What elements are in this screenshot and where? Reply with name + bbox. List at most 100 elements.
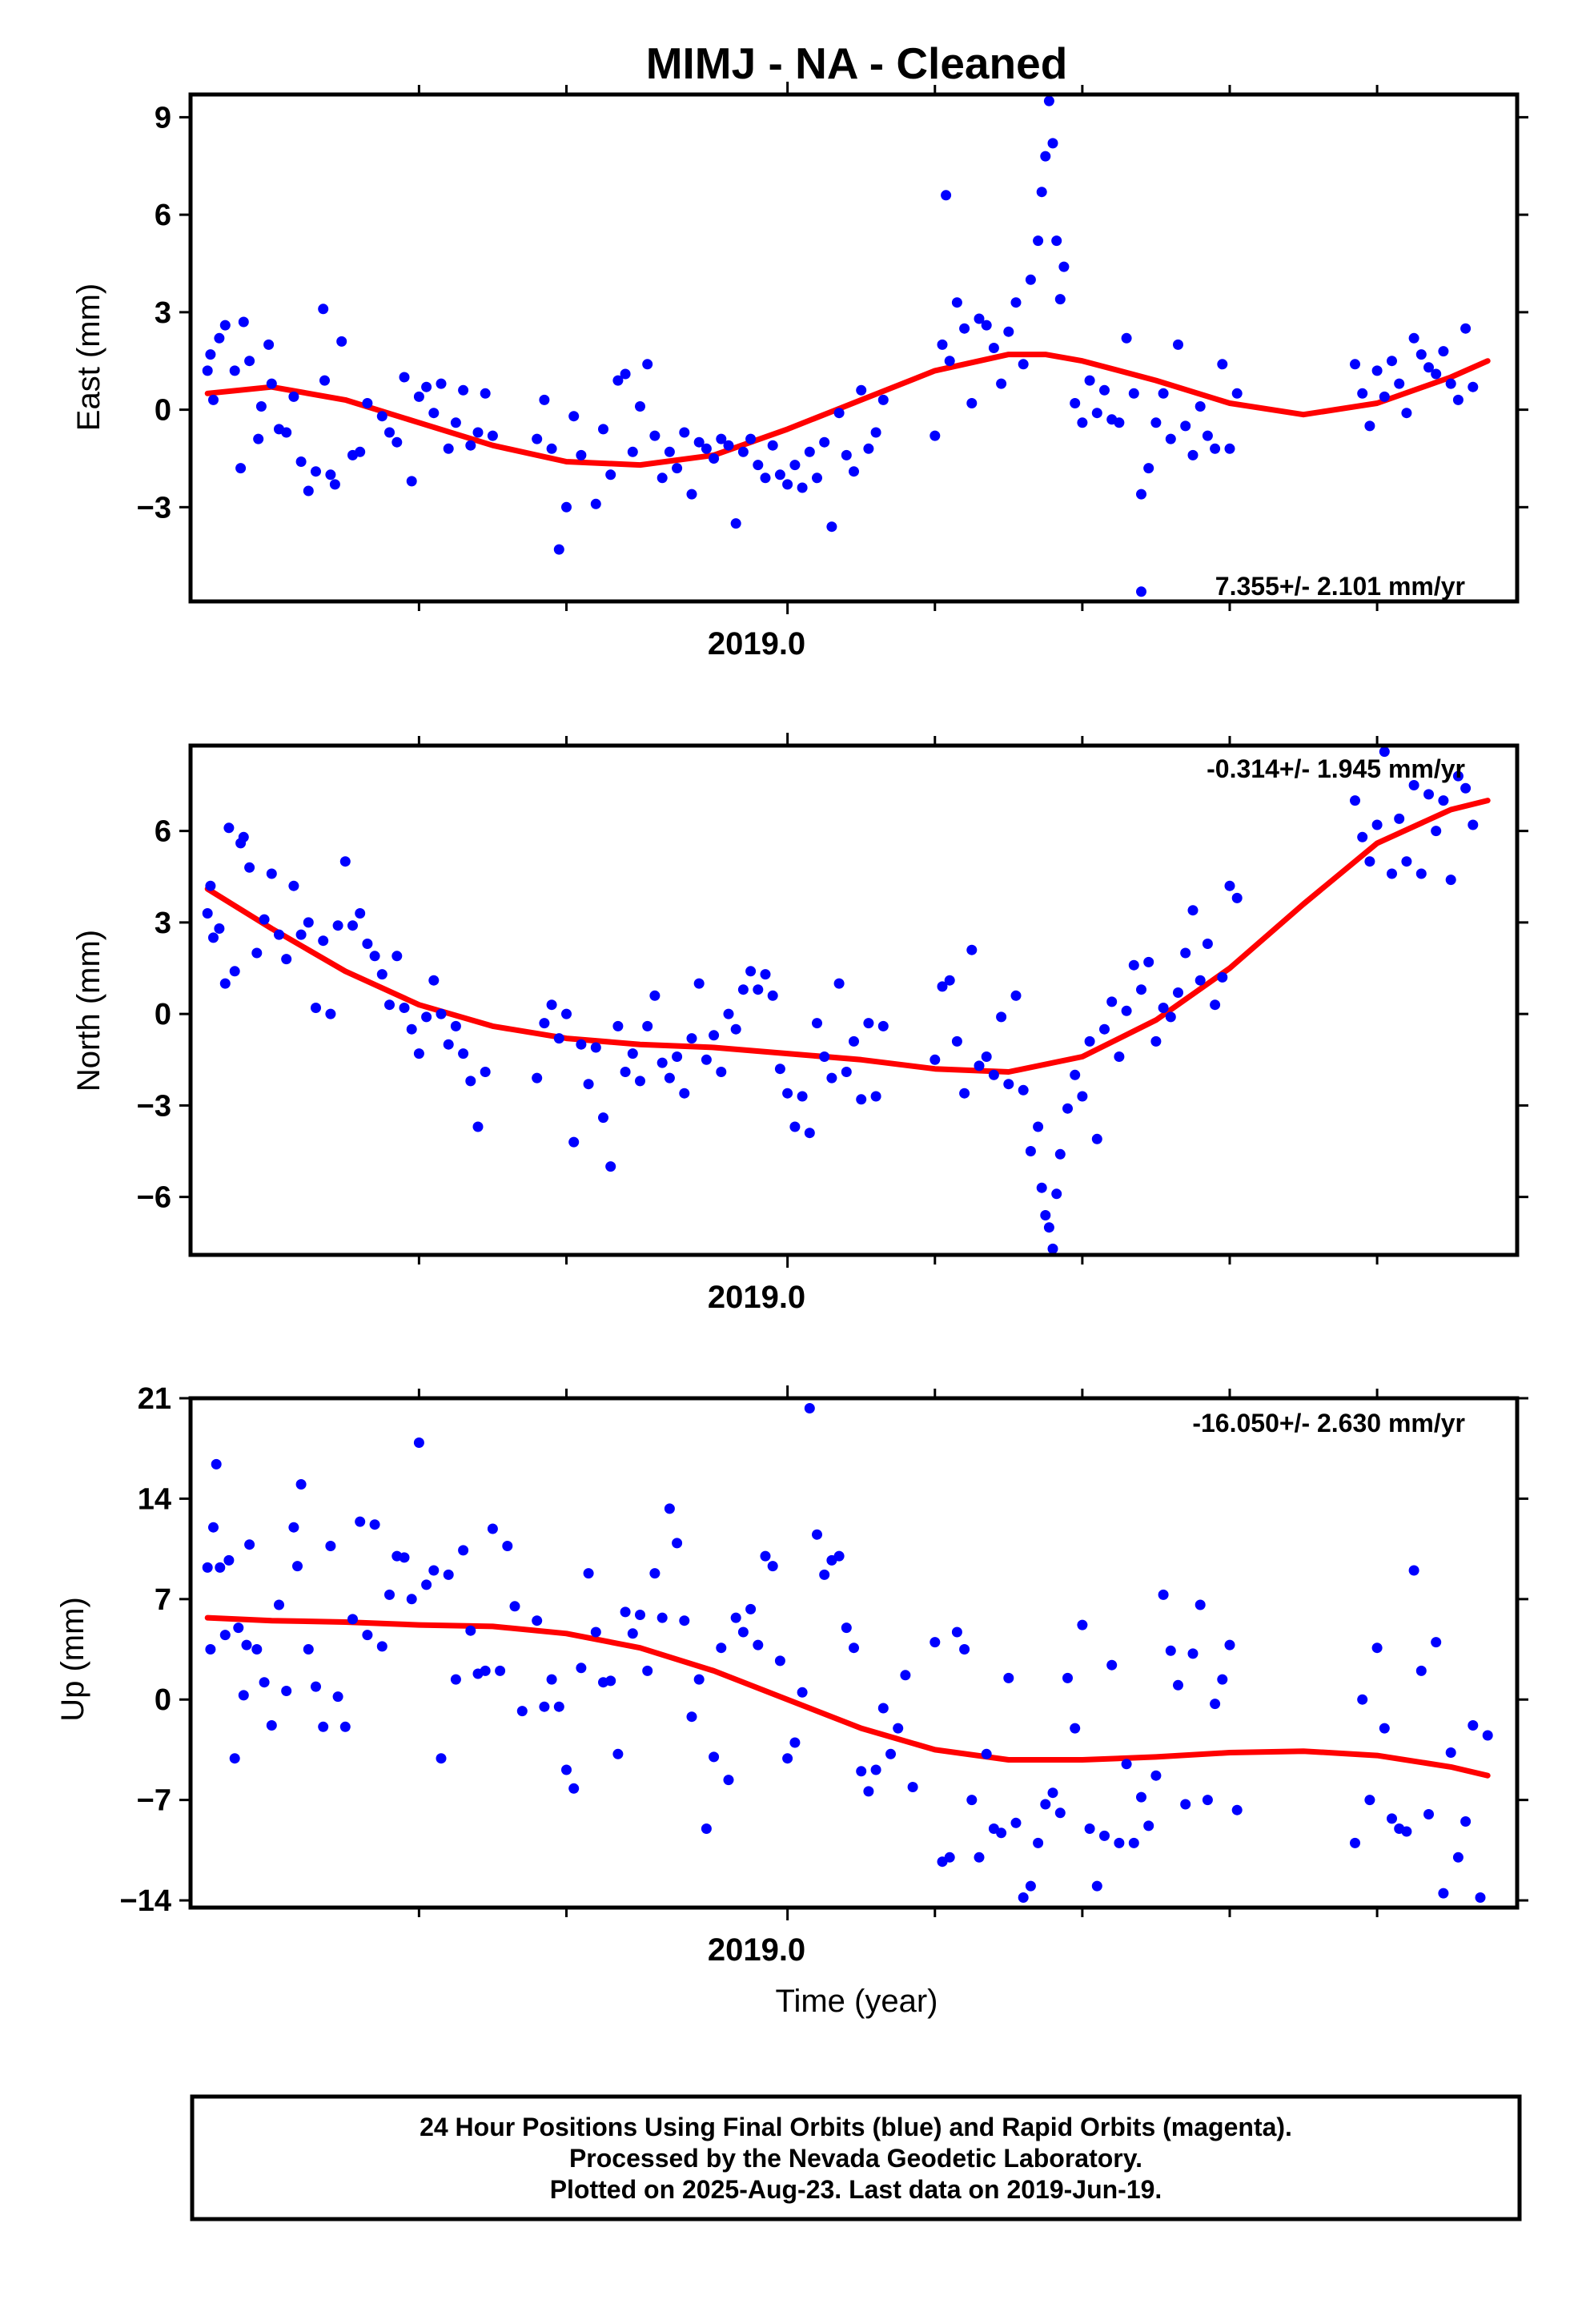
up-data-point bbox=[951, 1626, 962, 1638]
up-data-point bbox=[1445, 1747, 1456, 1758]
east-data-point bbox=[1173, 339, 1183, 350]
north-data-point bbox=[413, 1048, 424, 1059]
north-data-point bbox=[1180, 947, 1191, 959]
up-data-point bbox=[1033, 1837, 1044, 1848]
up-trend-line bbox=[204, 1614, 1491, 1779]
up-data-point bbox=[1091, 1880, 1102, 1892]
east-data-point bbox=[1210, 443, 1221, 454]
up-data-point bbox=[1364, 1795, 1375, 1806]
north-data-point bbox=[944, 975, 955, 986]
up-data-point bbox=[590, 1626, 601, 1638]
east-data-point bbox=[812, 472, 822, 484]
up-data-point bbox=[767, 1561, 778, 1572]
east-data-point bbox=[1003, 326, 1014, 337]
up-data-point bbox=[219, 1630, 231, 1641]
north-data-point bbox=[369, 951, 380, 962]
up-data-point bbox=[1438, 1888, 1449, 1899]
footer-line-3: Plotted on 2025-Aug-23. Last data on 201… bbox=[550, 2175, 1162, 2204]
east-data-point bbox=[1387, 356, 1397, 367]
east-data-point bbox=[877, 394, 889, 405]
east-data-point bbox=[235, 463, 247, 474]
up-data-point bbox=[656, 1612, 668, 1623]
up-data-point bbox=[241, 1639, 252, 1651]
up-data-point bbox=[347, 1614, 358, 1625]
north-data-point bbox=[988, 1069, 999, 1080]
north-data-point bbox=[465, 1076, 476, 1087]
east-data-point bbox=[487, 430, 498, 441]
north-data-point bbox=[443, 1039, 454, 1050]
east-y-tick-label: 9 bbox=[155, 101, 171, 135]
north-data-point bbox=[1431, 826, 1442, 837]
east-data-point bbox=[1121, 332, 1132, 344]
up-data-point bbox=[1415, 1665, 1427, 1676]
x-axis-label: Time (year) bbox=[776, 1984, 938, 2019]
east-data-point bbox=[1018, 359, 1029, 370]
north-data-point bbox=[974, 1060, 985, 1072]
north-data-point bbox=[635, 1076, 645, 1087]
up-data-point bbox=[413, 1437, 424, 1448]
north-data-point bbox=[1051, 1188, 1062, 1200]
up-data-point bbox=[205, 1644, 216, 1655]
north-data-point bbox=[458, 1048, 469, 1059]
north-data-point bbox=[1379, 746, 1390, 758]
north-points-layer bbox=[202, 746, 1479, 1254]
east-data-point bbox=[568, 411, 580, 422]
east-data-point bbox=[1431, 368, 1442, 380]
up-data-point bbox=[274, 1599, 284, 1610]
east-data-point bbox=[1423, 362, 1434, 373]
east-data-point bbox=[951, 297, 962, 308]
north-frame-layer: −6 −3 0 3 6 bbox=[137, 733, 1528, 1268]
up-data-point bbox=[1114, 1837, 1125, 1848]
east-data-point bbox=[413, 391, 424, 402]
up-data-point bbox=[856, 1766, 867, 1777]
east-data-point bbox=[716, 433, 727, 444]
east-data-point bbox=[450, 417, 461, 428]
east-data-point bbox=[1114, 417, 1125, 428]
up-data-point bbox=[1128, 1837, 1139, 1848]
north-data-point bbox=[229, 966, 240, 977]
up-data-point bbox=[443, 1569, 454, 1580]
north-data-point bbox=[760, 969, 771, 980]
east-data-point bbox=[1136, 489, 1146, 500]
north-data-point bbox=[701, 1054, 712, 1065]
east-data-point bbox=[642, 359, 653, 370]
north-data-point bbox=[1106, 996, 1118, 1007]
east-frame-layer: −3 0 3 6 9 bbox=[137, 82, 1528, 614]
east-data-point bbox=[723, 440, 734, 451]
east-data-point bbox=[833, 408, 845, 419]
up-data-point bbox=[745, 1603, 757, 1614]
up-data-point bbox=[877, 1703, 889, 1714]
up-data-point bbox=[450, 1674, 461, 1685]
up-data-point bbox=[900, 1670, 911, 1681]
up-data-point bbox=[1210, 1699, 1221, 1710]
up-data-point bbox=[841, 1622, 852, 1634]
east-data-point bbox=[693, 436, 705, 448]
up-data-point bbox=[332, 1691, 343, 1703]
north-data-point bbox=[1143, 956, 1154, 967]
up-data-point bbox=[229, 1753, 240, 1764]
north-data-point bbox=[937, 981, 948, 992]
north-data-point bbox=[1401, 856, 1412, 867]
east-data-point bbox=[421, 381, 432, 392]
north-data-point bbox=[436, 1008, 447, 1019]
north-data-point bbox=[1136, 984, 1146, 995]
east-data-point bbox=[590, 498, 601, 509]
north-data-point bbox=[649, 990, 661, 1001]
north-data-point bbox=[376, 969, 387, 980]
up-data-point bbox=[295, 1479, 307, 1490]
north-data-point bbox=[951, 1035, 962, 1047]
up-data-point bbox=[516, 1706, 528, 1717]
north-data-point bbox=[1231, 892, 1243, 903]
north-data-point bbox=[1003, 1079, 1014, 1090]
north-data-point bbox=[281, 954, 292, 965]
east-y-tick-label: 3 bbox=[155, 296, 171, 330]
north-data-point bbox=[295, 929, 307, 940]
up-data-point bbox=[1401, 1826, 1412, 1837]
north-data-point bbox=[716, 1067, 727, 1077]
up-data-point bbox=[833, 1550, 845, 1562]
up-data-point bbox=[849, 1642, 859, 1654]
up-data-point bbox=[1350, 1837, 1360, 1848]
up-data-point bbox=[215, 1562, 226, 1573]
north-data-point bbox=[1114, 1051, 1125, 1062]
up-data-point bbox=[664, 1503, 675, 1514]
